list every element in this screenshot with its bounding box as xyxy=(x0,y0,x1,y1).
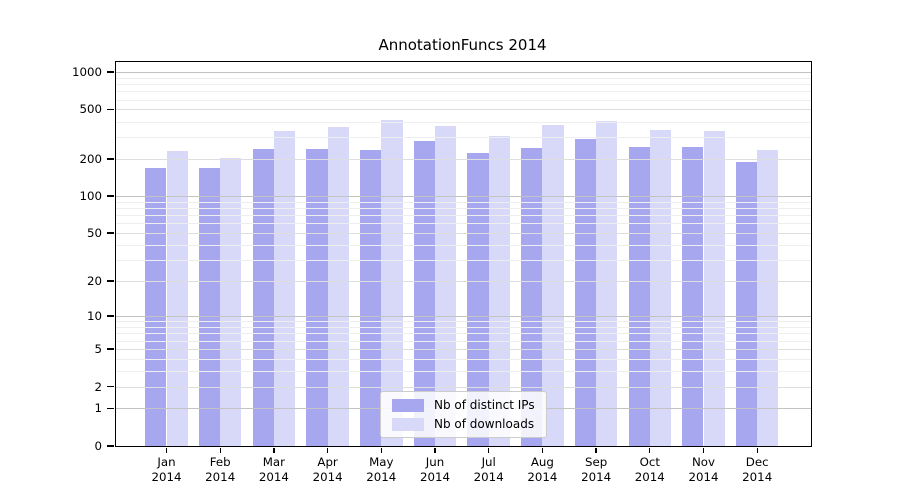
x-tick-label-apr: Apr 2014 xyxy=(312,455,343,485)
bar-jul-distinct-ips xyxy=(467,152,489,446)
x-tick-label-jun: Jun 2014 xyxy=(419,455,451,485)
legend-row: Nb of distinct IPs xyxy=(392,398,535,412)
x-tick-label-mar: Mar 2014 xyxy=(258,455,289,485)
y-tick-0 xyxy=(107,445,114,447)
gridline-minor-3 xyxy=(116,370,811,372)
y-tick-label-1000: 1000 xyxy=(71,65,102,79)
gridline-minor-6 xyxy=(116,340,811,342)
bar-feb-downloads xyxy=(220,157,242,446)
gridline-minor-9 xyxy=(116,321,811,323)
chart-title: AnnotationFuncs 2014 xyxy=(378,36,547,54)
legend-swatch-downloads xyxy=(392,417,424,431)
bar-dec-distinct-ips xyxy=(735,161,758,446)
bar-aug-downloads xyxy=(542,125,564,446)
gridline-minor-60 xyxy=(116,223,811,225)
bar-jul-downloads xyxy=(488,136,510,446)
y-tick-5 xyxy=(107,348,114,350)
x-tick-label-jul: Jul 2014 xyxy=(473,455,504,485)
y-tick-500 xyxy=(107,108,114,111)
x-tick-nov xyxy=(702,447,705,453)
y-tick-label-2: 2 xyxy=(94,379,102,394)
x-tick-jun xyxy=(434,447,436,453)
axis-layer: Jan 2014 Feb 2014 Mar 2014 Apr 2014 May 2014… xyxy=(72,62,811,484)
gridline-minor-600 xyxy=(116,99,811,101)
legend-label-downloads: Nb of downloads xyxy=(434,417,535,431)
gridline-20 xyxy=(116,281,811,283)
gridline-minor-90 xyxy=(116,201,811,203)
y-tick-200 xyxy=(107,158,114,160)
y-tick-50 xyxy=(107,232,114,234)
gridline-minor-400 xyxy=(116,121,811,123)
bar-nov-downloads xyxy=(703,131,725,446)
x-tick-mar xyxy=(273,447,275,453)
x-tick-jul xyxy=(488,447,490,453)
y-tick-10 xyxy=(107,315,114,317)
y-tick-label-5: 5 xyxy=(94,342,102,356)
gridline-500 xyxy=(116,109,811,111)
y-tick-label-1: 1 xyxy=(94,401,102,416)
x-tick-feb xyxy=(219,447,221,453)
y-tick-label-500: 500 xyxy=(79,102,102,117)
bar-may-downloads xyxy=(381,120,403,446)
y-tick-2 xyxy=(107,385,114,388)
gridline-5 xyxy=(116,349,811,350)
y-tick-label-200: 200 xyxy=(79,151,102,166)
gridline-200 xyxy=(116,158,811,160)
bar-jun-distinct-ips xyxy=(413,140,435,446)
x-tick-sep xyxy=(595,447,597,453)
y-tick-100 xyxy=(107,195,114,197)
bar-mar-downloads xyxy=(273,131,296,446)
y-tick-label-100: 100 xyxy=(79,189,102,204)
bar-apr-downloads xyxy=(327,127,349,446)
gridline-minor-700 xyxy=(116,91,811,93)
legend: Nb of distinct IPs Nb of downloads xyxy=(380,391,547,438)
legend-swatch-distinct-ips xyxy=(392,398,424,412)
gridline-minor-4 xyxy=(116,358,811,360)
grid-layer xyxy=(116,62,811,446)
gridline-minor-900 xyxy=(116,77,811,79)
bar-feb-distinct-ips xyxy=(198,167,221,446)
x-tick-label-dec: Dec 2014 xyxy=(742,455,773,485)
gridline-minor-40 xyxy=(116,244,811,246)
x-tick-jan xyxy=(165,447,168,453)
plot-area: Jan 2014 Feb 2014 Mar 2014 Apr 2014 May 2014… xyxy=(72,61,812,484)
gridline-minor-70 xyxy=(116,215,811,217)
x-tick-oct xyxy=(649,447,651,453)
bar-jan-distinct-ips xyxy=(145,167,167,446)
gridline-10 xyxy=(116,316,811,318)
gridline-minor-8 xyxy=(116,327,811,329)
gridline-minor-800 xyxy=(116,84,811,86)
x-tick-may xyxy=(380,447,382,453)
x-tick-dec xyxy=(756,447,758,453)
gridline-minor-30 xyxy=(116,260,811,262)
gridline-minor-300 xyxy=(116,137,811,139)
x-tick-label-sep: Sep 2014 xyxy=(581,455,612,485)
bar-jan-downloads xyxy=(166,151,188,446)
legend-label-distinct-ips: Nb of distinct IPs xyxy=(434,398,535,412)
gridline-1000 xyxy=(116,72,811,73)
x-tick-label-jan: Jan 2014 xyxy=(151,455,182,485)
x-tick-label-oct: Oct 2014 xyxy=(634,455,665,485)
y-tick-label-0: 0 xyxy=(94,439,102,453)
y-tick-20 xyxy=(107,280,114,282)
y-tick-label-20: 20 xyxy=(86,274,102,289)
x-tick-label-nov: Nov 2014 xyxy=(688,455,719,485)
y-tick-1000 xyxy=(107,71,114,73)
y-tick-1 xyxy=(107,407,114,410)
x-tick-label-may: May 2014 xyxy=(366,455,397,485)
y-tick-label-50: 50 xyxy=(86,226,102,241)
gridline-100 xyxy=(116,196,811,198)
x-tick-aug xyxy=(541,447,544,453)
gridline-minor-80 xyxy=(116,208,811,210)
legend-row: Nb of downloads xyxy=(392,417,535,431)
gridline-50 xyxy=(116,233,811,235)
gridline-minor-7 xyxy=(116,333,811,335)
bar-jun-downloads xyxy=(435,125,457,446)
x-tick-label-aug: Aug 2014 xyxy=(527,455,558,485)
y-tick-label-10: 10 xyxy=(86,309,102,324)
x-tick-apr xyxy=(326,447,329,453)
x-tick-label-feb: Feb 2014 xyxy=(205,455,236,485)
gridline-2 xyxy=(116,386,811,388)
